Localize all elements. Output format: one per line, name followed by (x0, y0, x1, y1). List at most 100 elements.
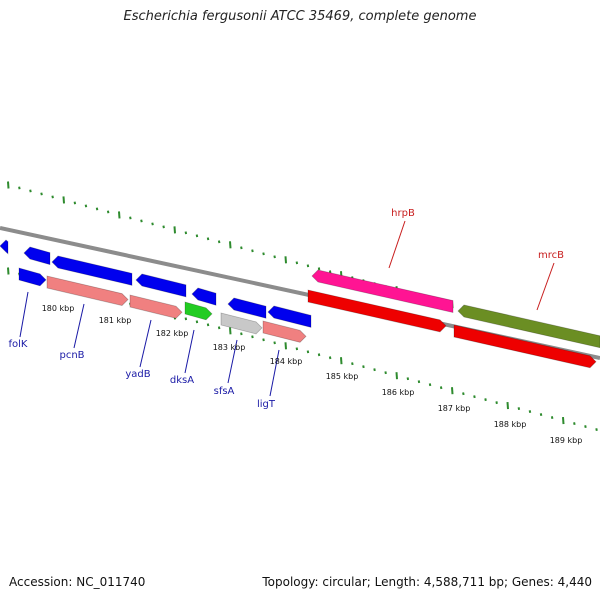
kbp-label: 182 kbp (156, 329, 189, 338)
kbp-label: 185 kbp (326, 372, 359, 381)
gene-feature-f17[interactable] (453, 324, 597, 369)
gene-feature-f7[interactable] (267, 305, 312, 328)
outer-tick (328, 270, 332, 274)
inner-tick (484, 398, 487, 402)
leader-line-yadB (139, 319, 152, 368)
gene-feature-f5[interactable] (191, 287, 217, 306)
outer-tick (262, 252, 265, 256)
inner-tick (550, 416, 554, 420)
outer-tick (317, 267, 321, 271)
outer-tick (284, 256, 287, 264)
leader-line-folK (19, 291, 29, 338)
inner-tick (262, 338, 265, 342)
inner-tick (184, 317, 188, 321)
gene-feature-f4[interactable] (135, 273, 187, 298)
inner-tick (573, 422, 576, 426)
inner-tick (217, 326, 221, 330)
inner-tick (229, 327, 232, 335)
kbp-label: 186 kbp (382, 388, 415, 397)
inner-tick (473, 395, 476, 399)
gene-feature-f3[interactable] (51, 255, 133, 286)
inner-tick (351, 362, 354, 366)
inner-tick (517, 407, 521, 411)
inner-tick (373, 368, 376, 372)
accession-text: Accession: NC_011740 (9, 575, 146, 589)
outer-tick (151, 222, 154, 226)
outer-tick (140, 219, 143, 223)
gene-feature-f10[interactable] (129, 294, 183, 319)
gene-label-mrcB[interactable]: mrcB (538, 250, 564, 261)
outer-tick (7, 181, 10, 189)
kbp-label: 188 kbp (494, 420, 527, 429)
outer-tick (273, 255, 276, 259)
gene-feature-f2[interactable] (23, 246, 51, 266)
outer-tick (29, 189, 32, 193)
inner-tick (451, 387, 454, 395)
outer-tick (229, 241, 232, 249)
gene-feature-f16[interactable] (307, 289, 447, 333)
gene-label-ligT[interactable]: ligT (257, 399, 276, 410)
outer-tick (184, 231, 188, 235)
gene-label-folK[interactable]: folK (9, 339, 28, 350)
inner-tick (395, 372, 398, 380)
gene-label-yadB[interactable]: yadB (125, 369, 150, 380)
outer-tick (162, 225, 165, 229)
outer-tick (51, 195, 54, 199)
inner-tick (439, 386, 443, 390)
gene-label-pcnB[interactable]: pcnB (59, 350, 84, 361)
inner-tick (317, 353, 321, 357)
gene-label-lines (19, 220, 555, 397)
outer-tick (118, 211, 121, 219)
inner-tick (240, 332, 243, 336)
map-title: Escherichia fergusonii ATCC 35469, compl… (123, 9, 477, 24)
inner-tick (362, 365, 365, 369)
kbp-label: 189 kbp (550, 436, 583, 445)
gene-feature-f9[interactable] (46, 275, 129, 306)
gene-feature-f8[interactable] (18, 267, 47, 287)
leader-line-dksA (184, 329, 195, 374)
gene-label-hrpB[interactable]: hrpB (391, 208, 415, 219)
inner-tick (206, 323, 210, 327)
inner-tick (462, 392, 465, 396)
inner-tick (506, 402, 509, 410)
inner-tick (417, 380, 421, 384)
gene-feature-f15[interactable] (457, 304, 600, 349)
inner-tick (406, 377, 410, 381)
gene-label-dksA[interactable]: dksA (170, 375, 194, 386)
kbp-label: 181 kbp (99, 316, 132, 325)
genome-summary: Topology: circular; Length: 4,588,711 bp… (262, 575, 592, 589)
inner-tick (251, 335, 254, 339)
gene-feature-f11[interactable] (184, 301, 213, 321)
inner-tick (595, 428, 598, 431)
leader-line-sfsA (227, 339, 238, 384)
inner-tick (273, 341, 276, 345)
outer-tick (217, 240, 221, 244)
inner-tick (195, 320, 199, 324)
leader-line-ligT (269, 349, 280, 397)
inner-tick (562, 416, 565, 425)
inner-tick (528, 410, 532, 414)
gene-labels: folK pcnB yadB dksA sfsA ligT hrpB mrcB (9, 208, 565, 410)
gene-feature-f12[interactable] (220, 312, 263, 335)
inner-tick (495, 401, 498, 405)
kbp-label: 187 kbp (438, 404, 471, 413)
gene-feature-f14[interactable] (311, 269, 454, 314)
kbp-label: 184 kbp (270, 357, 303, 366)
leader-line-mrcB (536, 262, 555, 311)
gene-feature-f6[interactable] (227, 297, 267, 319)
outer-tick (129, 216, 132, 220)
inner-tick (284, 342, 287, 350)
outer-tick (240, 246, 243, 250)
gene-feature-f13[interactable] (262, 320, 307, 343)
gene-label-sfsA[interactable]: sfsA (214, 386, 235, 397)
inner-tick (306, 350, 310, 354)
gene-features (0, 239, 600, 369)
inner-tick (340, 357, 343, 365)
outer-tick (95, 207, 99, 211)
outer-tick (306, 264, 310, 268)
outer-tick (251, 249, 254, 253)
outer-tick (206, 237, 210, 241)
gene-feature-f1[interactable] (0, 239, 9, 255)
leader-line-hrpB (388, 220, 406, 269)
